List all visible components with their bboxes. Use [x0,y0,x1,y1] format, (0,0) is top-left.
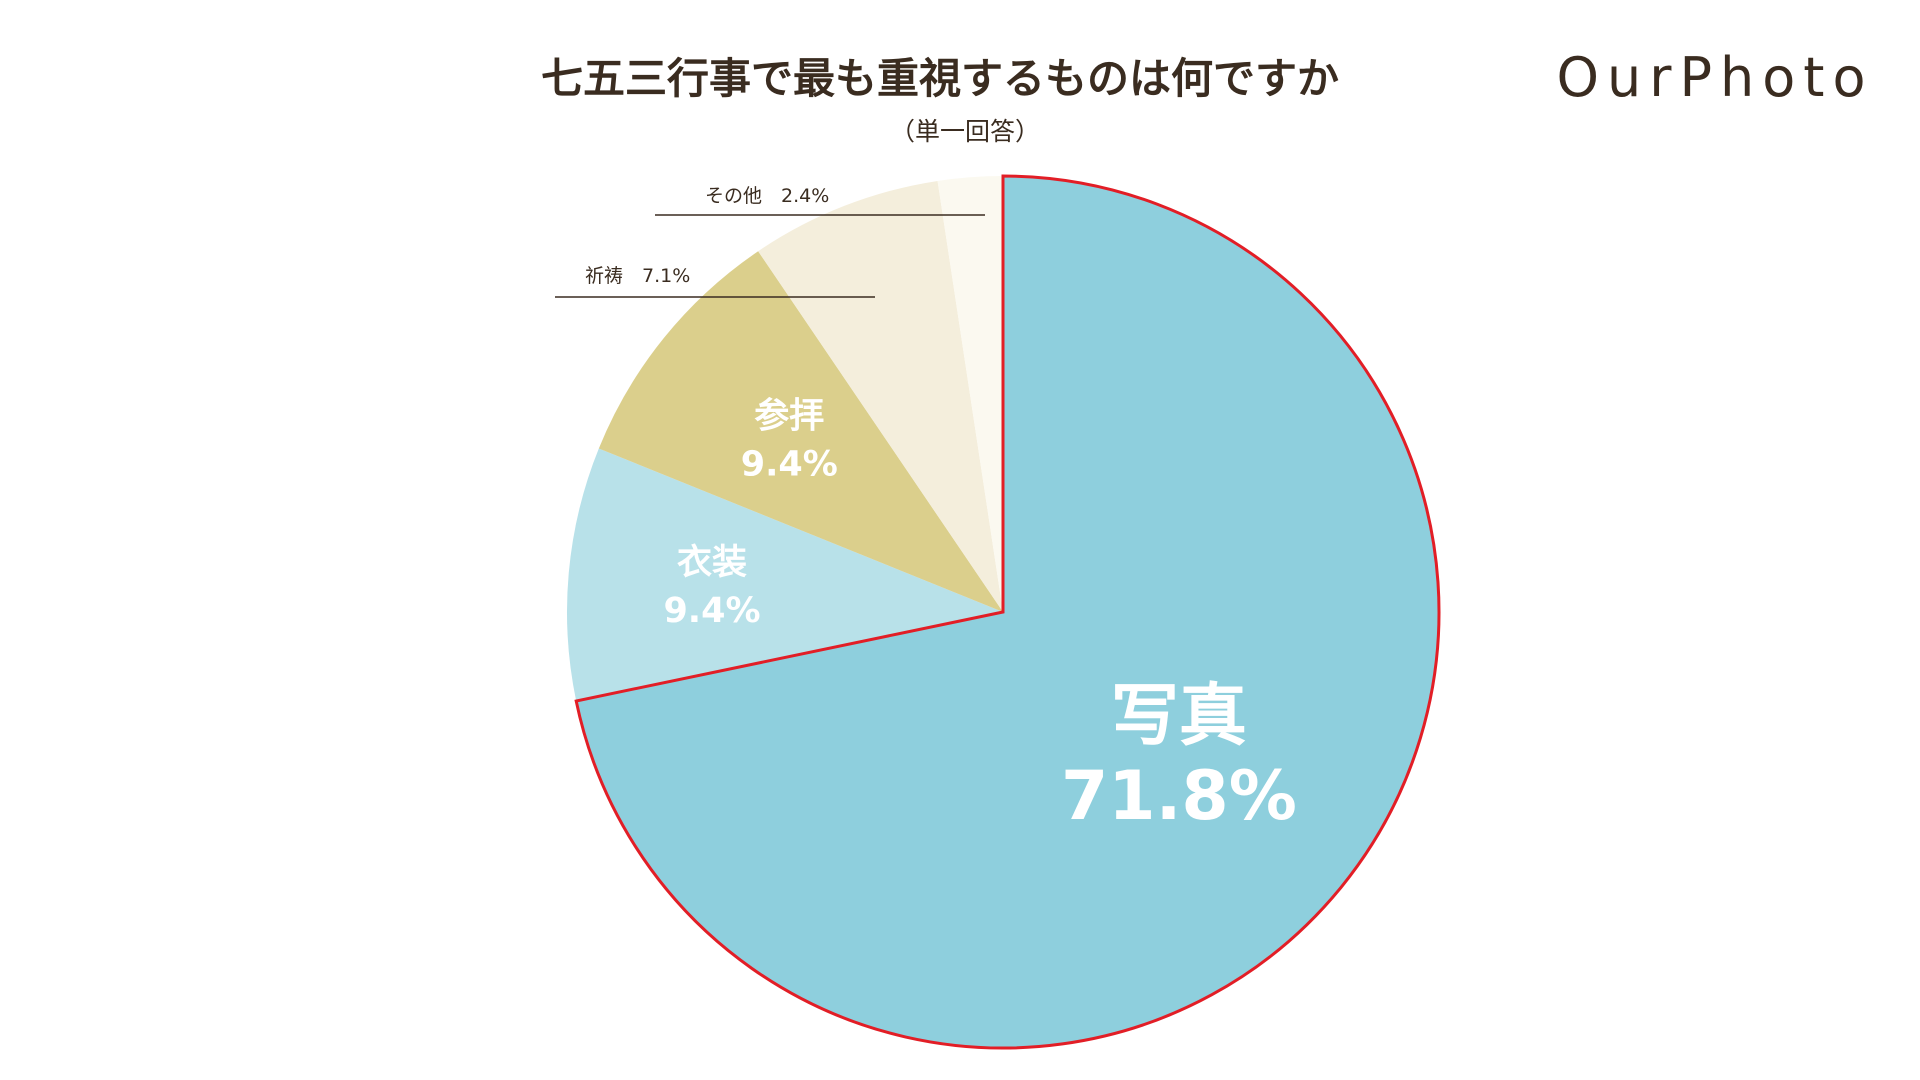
slice-label-prayer: 祈祷 7.1% [585,265,690,287]
slice-label-photo: 写真 [1111,677,1247,756]
pie-slice-costume [566,448,1003,701]
slice-value-photo: 71.8% [1061,757,1297,836]
chart-title: 七五三行事で最も重視するものは何ですか [541,54,1339,103]
slice-label-worship: 参拝 [754,397,824,437]
slice-value-worship: 9.4% [741,445,838,485]
chart-subtitle: （単一回答） [890,117,1040,146]
slice-label-costume: 衣装 [677,543,747,583]
ourphoto-logo: OurPhoto [1557,46,1874,109]
pie-slice-worship [598,251,1003,612]
slice-value-costume: 9.4% [663,591,760,631]
highlight-outline [574,174,1441,1050]
pie-slice-other [937,176,1003,612]
slice-label-other: その他 2.4% [705,185,829,207]
pie-slices [566,174,1441,1050]
pie-slice-prayer [758,180,1003,612]
pie-slice-photo [576,176,1439,1048]
